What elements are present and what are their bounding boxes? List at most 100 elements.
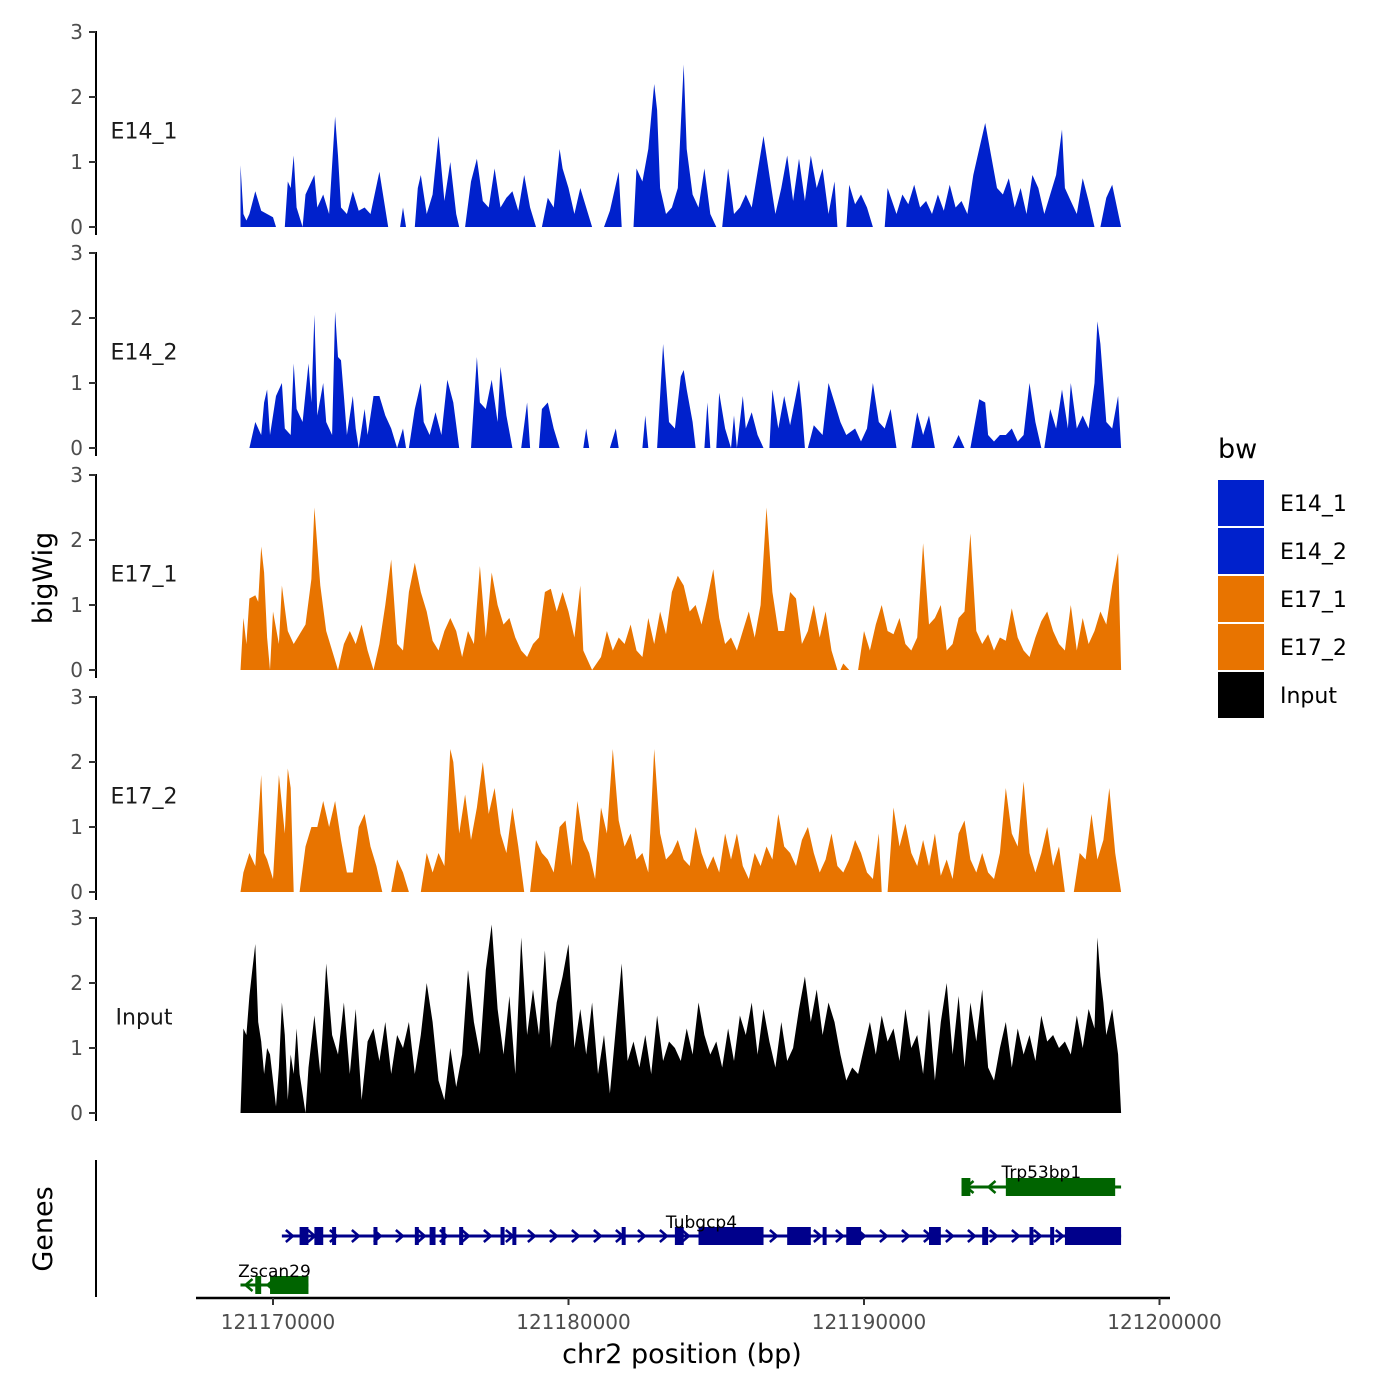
strand-arrow [769,1229,779,1243]
strand-arrow [1055,1229,1065,1243]
gene-label: Trp53bp1 [1000,1163,1081,1183]
strand-arrow [549,1229,559,1243]
strand-arrow [901,1229,911,1243]
strand-arrow [417,1229,427,1243]
strand-arrow [1011,1229,1021,1243]
signal-area-E17_1 [240,507,1122,670]
y-tick-label: 2 [70,306,83,330]
gene-exon [982,1227,989,1245]
gene-Trp53bp1: Trp53bp1 [961,1163,1122,1196]
y-tick-label: 3 [70,20,83,44]
legend-swatch-E14_1 [1218,480,1264,526]
y-tick-label: 2 [70,528,83,552]
y-tick-label: 2 [70,750,83,774]
legend: bw E14_1 E14_2 E17_1 E17_2 Input [1218,434,1347,718]
gene-exon [314,1227,324,1245]
gene-Zscan29: Zscan29 [238,1262,311,1294]
y-tick-label: 1 [70,150,83,174]
x-tick-label: 121200000 [1107,1310,1222,1334]
strand-arrow [967,1229,977,1243]
strand-arrow [681,1229,691,1243]
gene-exon [1050,1227,1055,1245]
x-tick-label: 121190000 [812,1310,927,1334]
gene-exon [459,1227,464,1245]
gene-exon [270,1276,309,1294]
strand-arrow [1033,1229,1043,1243]
gene-exon [1029,1227,1034,1245]
y-tick-label: 3 [70,685,83,709]
signal-area-Input [240,924,1122,1113]
track-E17_1: 0 1 2 3 E17_1 [70,463,1122,682]
gene-exon [822,1227,827,1245]
signal-tracks: 0 1 2 3 E14_1 0 1 2 3 E14_2 0 1 2 3 E17_1 0 1 2 3 E17_2 0 1 2 3… [70,20,1122,1125]
gene-exon [299,1227,309,1245]
x-axis-title: chr2 position (bp) [562,1339,802,1370]
legend-swatch-E17_1 [1218,576,1264,622]
gene-exon [414,1227,419,1245]
track-label: Input [116,1005,173,1030]
legend-title: bw [1218,434,1257,465]
gene-label: Zscan29 [238,1262,311,1282]
gene-exon [846,1227,862,1245]
y-tick-label: 2 [70,85,83,109]
gene-exon [332,1227,337,1245]
gene-exon [787,1227,811,1245]
legend-label: E14_1 [1280,492,1347,517]
strand-arrow [243,1278,254,1292]
signal-area-E14_1 [240,64,1122,227]
y-tick-label: 1 [70,593,83,617]
track-label: E14_1 [111,119,178,144]
strand-arrow [637,1229,647,1243]
x-tick-label: 121180000 [516,1310,631,1334]
strand-arrow [659,1229,669,1243]
y-tick-label: 3 [70,463,83,487]
legend-label: E17_1 [1280,588,1347,613]
gene-exon [1064,1227,1122,1245]
strand-arrow [989,1229,999,1243]
y-axis-title: bigWig [28,532,59,625]
gene-track: Trp53bp1 Tubgcp4 Zscan29 [95,1160,1122,1297]
gene-exon [429,1227,436,1245]
strand-arrow [395,1229,405,1243]
gene-label: Tubgcp4 [665,1213,737,1233]
strand-arrow [285,1229,295,1243]
y-tick-label: 1 [70,815,83,839]
track-E17_2: 0 1 2 3 E17_2 [70,685,1122,904]
y-tick-label: 3 [70,241,83,265]
y-tick-label: 0 [70,658,83,682]
gene-exon [674,1227,684,1245]
gene-exon [441,1227,446,1245]
genes-axis-title: Genes [28,1186,59,1271]
track-label: E17_1 [111,562,178,587]
strand-arrow [461,1229,471,1243]
y-tick-label: 0 [70,436,83,460]
y-tick-label: 1 [70,371,83,395]
strand-arrow [945,1229,955,1243]
gene-exon [1005,1178,1116,1196]
legend-swatch-E14_2 [1218,528,1264,574]
track-Input: 0 1 2 3 Input [70,906,1122,1125]
x-axis: 121170000 121180000 121190000 121200000 [196,1296,1222,1334]
gene-exon [621,1227,626,1245]
track-E14_2: 0 1 2 3 E14_2 [70,241,1122,460]
gene-Tubgcp4: Tubgcp4 [281,1213,1122,1245]
gene-exon [698,1227,764,1245]
legend-label: Input [1280,684,1337,709]
gene-exon [500,1227,505,1245]
signal-area-E17_2 [240,749,1122,892]
strand-arrow [483,1229,493,1243]
y-tick-label: 3 [70,906,83,930]
gene-exon [929,1227,941,1245]
track-E14_1: 0 1 2 3 E14_1 [70,20,1122,239]
legend-label: E14_2 [1280,540,1347,565]
strand-arrow [351,1229,361,1243]
gene-exon [512,1227,517,1245]
gene-exon [961,1178,971,1196]
signal-area-E14_2 [249,311,1122,448]
y-tick-label: 0 [70,215,83,239]
gene-exon [373,1227,378,1245]
x-tick-label: 121170000 [221,1310,336,1334]
legend-label: E17_2 [1280,636,1347,661]
strand-arrow [835,1229,845,1243]
